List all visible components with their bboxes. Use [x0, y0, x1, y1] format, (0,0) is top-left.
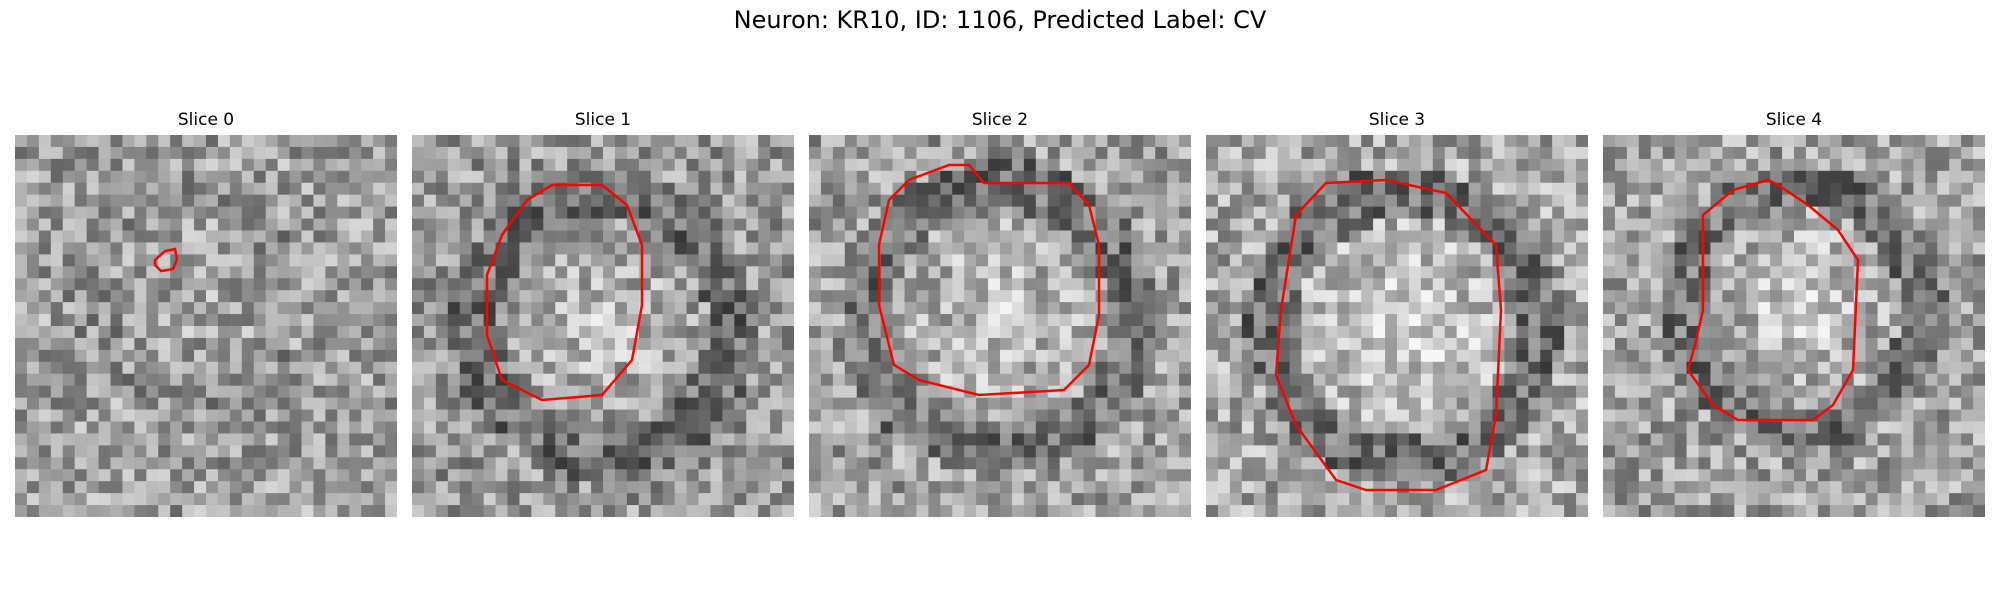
- slice-panel-2: Slice 2: [809, 108, 1191, 517]
- slice-panel-3: Slice 3: [1206, 108, 1588, 517]
- slice-title-3: Slice 3: [1368, 110, 1426, 130]
- slice-image-4: [1603, 135, 1985, 517]
- slice-panel-4: Slice 4: [1603, 108, 1985, 517]
- figure-title: Neuron: KR10, ID: 1106, Predicted Label:…: [733, 6, 1267, 34]
- contour-1: [485, 183, 644, 402]
- contour-3: [1274, 178, 1503, 492]
- slice-title-2: Slice 2: [971, 110, 1029, 130]
- contour-2: [877, 163, 1101, 397]
- contour-0: [153, 247, 179, 273]
- slice-panel-0: Slice 0: [15, 108, 397, 517]
- slice-title-1: Slice 1: [574, 110, 632, 130]
- slice-title-4: Slice 4: [1765, 110, 1823, 130]
- contour-4: [1686, 178, 1860, 422]
- slice-image-1: [412, 135, 794, 517]
- slice-image-0: [15, 135, 397, 517]
- slice-panel-1: Slice 1: [412, 108, 794, 517]
- slice-title-0: Slice 0: [177, 110, 235, 130]
- slice-image-2: [809, 135, 1191, 517]
- slice-image-3: [1206, 135, 1588, 517]
